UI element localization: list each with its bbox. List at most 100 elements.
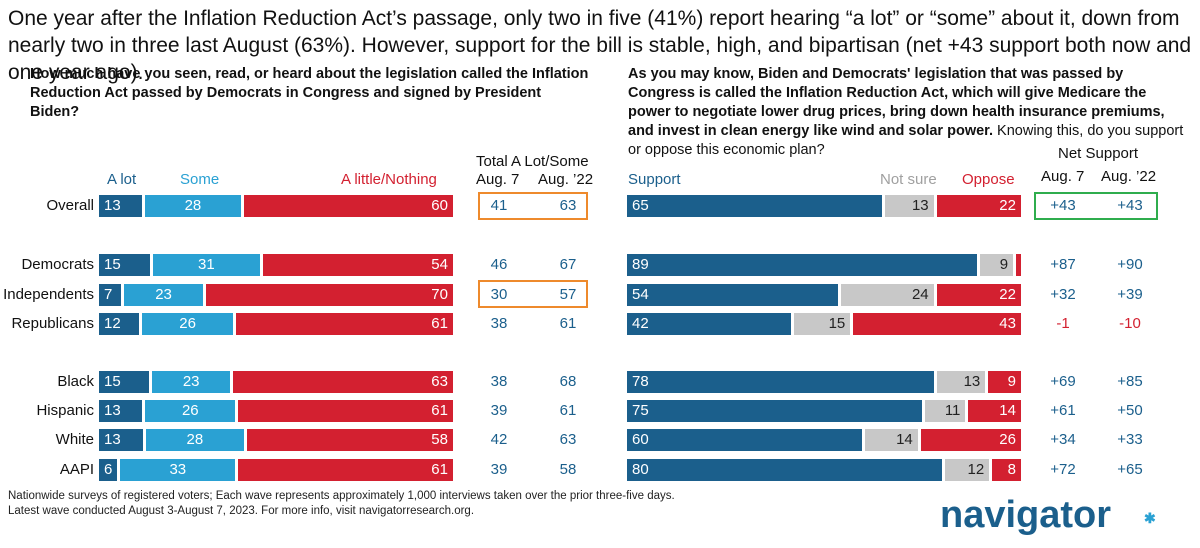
total-aug7-black: 38 [490,373,508,390]
bar-support-white: 60 [627,429,863,451]
bar-oppose-independents: 22 [936,284,1021,306]
footnote: Nationwide surveys of registered voters;… [8,489,675,519]
bar-oppose-hispanic: 14 [968,400,1021,422]
net-aug22-aapi: +65 [1117,461,1143,478]
total-aug22-white: 63 [559,431,577,448]
net-aug22-hispanic: +50 [1117,402,1143,419]
bar-oppose-black: 9 [988,371,1021,393]
bar-some-democrats: 31 [152,254,261,276]
total-aug22-republicans: 61 [559,315,577,332]
total-aug7-democrats: 46 [490,256,508,273]
legend-some: Some [180,171,220,188]
bar-a-lot-aapi: 6 [99,459,118,481]
legend-a-lot: A lot [107,171,137,188]
net-header-col1: Aug. 7 [1041,168,1085,185]
bar-not-sure-independents: 24 [841,284,934,306]
bar-support-hispanic: 75 [627,400,922,422]
bar-a-lot-overall: 13 [99,195,142,217]
total-header-col2: Aug. ’22 [538,171,594,188]
bar-support-aapi: 80 [627,459,942,481]
net-aug22-black: +85 [1117,373,1143,390]
row-label-aapi: AAPI [59,461,94,478]
bar-a-little-nothing-aapi: 61 [238,459,453,481]
bar-some-overall: 28 [144,195,241,217]
bar-a-lot-hispanic: 13 [99,400,143,422]
navigator-logo: navigator [940,494,1112,536]
bar-not-sure-overall: 13 [885,195,934,217]
bar-some-hispanic: 26 [145,400,236,422]
bar-support-republicans: 42 [627,313,791,335]
total-aug7-hispanic: 39 [490,402,508,419]
row-label-white: White [55,431,94,448]
legend-oppose: Oppose [962,171,1015,188]
highlight-independents-total [478,280,588,308]
bar-a-little-nothing-overall: 60 [243,195,453,217]
bar-not-sure-republicans: 15 [793,313,851,335]
left-question: How much have you seen, read, or heard a… [30,66,589,120]
bar-oppose-aapi: 8 [992,459,1021,481]
total-aug22-hispanic: 61 [559,402,577,419]
net-aug22-white: +33 [1117,431,1143,448]
footnote-line-1: Nationwide surveys of registered voters;… [8,490,675,502]
net-aug7-black: +69 [1050,373,1076,390]
logo-star-icon: ✱ [1144,510,1156,526]
total-aug7-aapi: 39 [490,461,508,478]
net-header-col2: Aug. ’22 [1101,168,1157,185]
bar-some-independents: 23 [123,284,204,306]
total-aug7-white: 42 [490,431,508,448]
total-aug22-aapi: 58 [559,461,577,478]
bar-oppose-republicans: 43 [853,313,1021,335]
bar-oppose-white: 26 [920,429,1021,451]
bar-support-independents: 54 [627,284,839,306]
legend-support: Support [628,171,681,188]
bar-some-black: 23 [152,371,231,393]
bar-a-little-nothing-independents: 70 [206,284,453,306]
bar-support-overall: 65 [627,195,883,217]
bar-a-lot-independents: 7 [99,284,121,306]
bar-not-sure-hispanic: 11 [924,400,966,422]
bar-not-sure-white: 14 [865,429,918,451]
highlight-overall-total [478,192,588,220]
bar-oppose-overall: 22 [936,195,1021,217]
bar-some-white: 28 [145,429,244,451]
headline: One year after the Inflation Reduction A… [8,7,1192,84]
highlight-overall-net [1034,192,1158,220]
net-aug22-democrats: +90 [1117,256,1143,273]
net-aug7-independents: +32 [1050,286,1076,303]
total-aug22-independents: 57 [559,286,577,303]
net-aug22-overall: +43 [1117,197,1143,214]
bar-a-lot-democrats: 15 [99,254,150,276]
net-aug22-republicans: -10 [1119,315,1141,332]
total-aug7-republicans: 38 [490,315,508,332]
net-aug7-hispanic: +61 [1050,402,1076,419]
total-aug22-overall: 63 [559,197,577,214]
net-aug7-white: +34 [1050,431,1076,448]
bar-not-sure-aapi: 12 [944,459,990,481]
bar-not-sure-democrats: 9 [980,254,1014,276]
legend-not-sure: Not sure [880,171,937,188]
net-header-title: Net Support [1058,145,1139,162]
bar-a-lot-white: 13 [99,429,143,451]
bar-a-lot-republicans: 12 [99,313,140,335]
right-question: As you may know, Biden and Democrats' le… [628,65,1188,160]
row-label-democrats: Democrats [21,256,94,273]
right-question-plain: Knowing this, do you support or oppose t… [628,123,1184,158]
bar-a-little-nothing-white: 58 [246,429,453,451]
net-aug7-republicans: -1 [1056,315,1070,332]
bar-a-little-nothing-democrats: 54 [263,254,453,276]
bar-support-black: 78 [627,371,934,393]
total-aug22-black: 68 [559,373,577,390]
total-header-title: Total A Lot/Some [476,153,589,170]
bar-not-sure-black: 13 [936,371,986,393]
bar-oppose-democrats [1016,254,1022,276]
right-question-bold: As you may know, Biden and Democrats' le… [628,66,1165,139]
net-aug22-independents: +39 [1117,286,1143,303]
bar-some-republicans: 26 [142,313,234,335]
net-aug7-democrats: +87 [1050,256,1076,273]
row-label-overall: Overall [46,197,94,214]
row-label-hispanic: Hispanic [36,402,94,419]
total-header-col1: Aug. 7 [476,171,520,188]
bar-a-lot-black: 15 [99,371,150,393]
row-label-black: Black [57,373,94,390]
bar-some-aapi: 33 [120,459,236,481]
